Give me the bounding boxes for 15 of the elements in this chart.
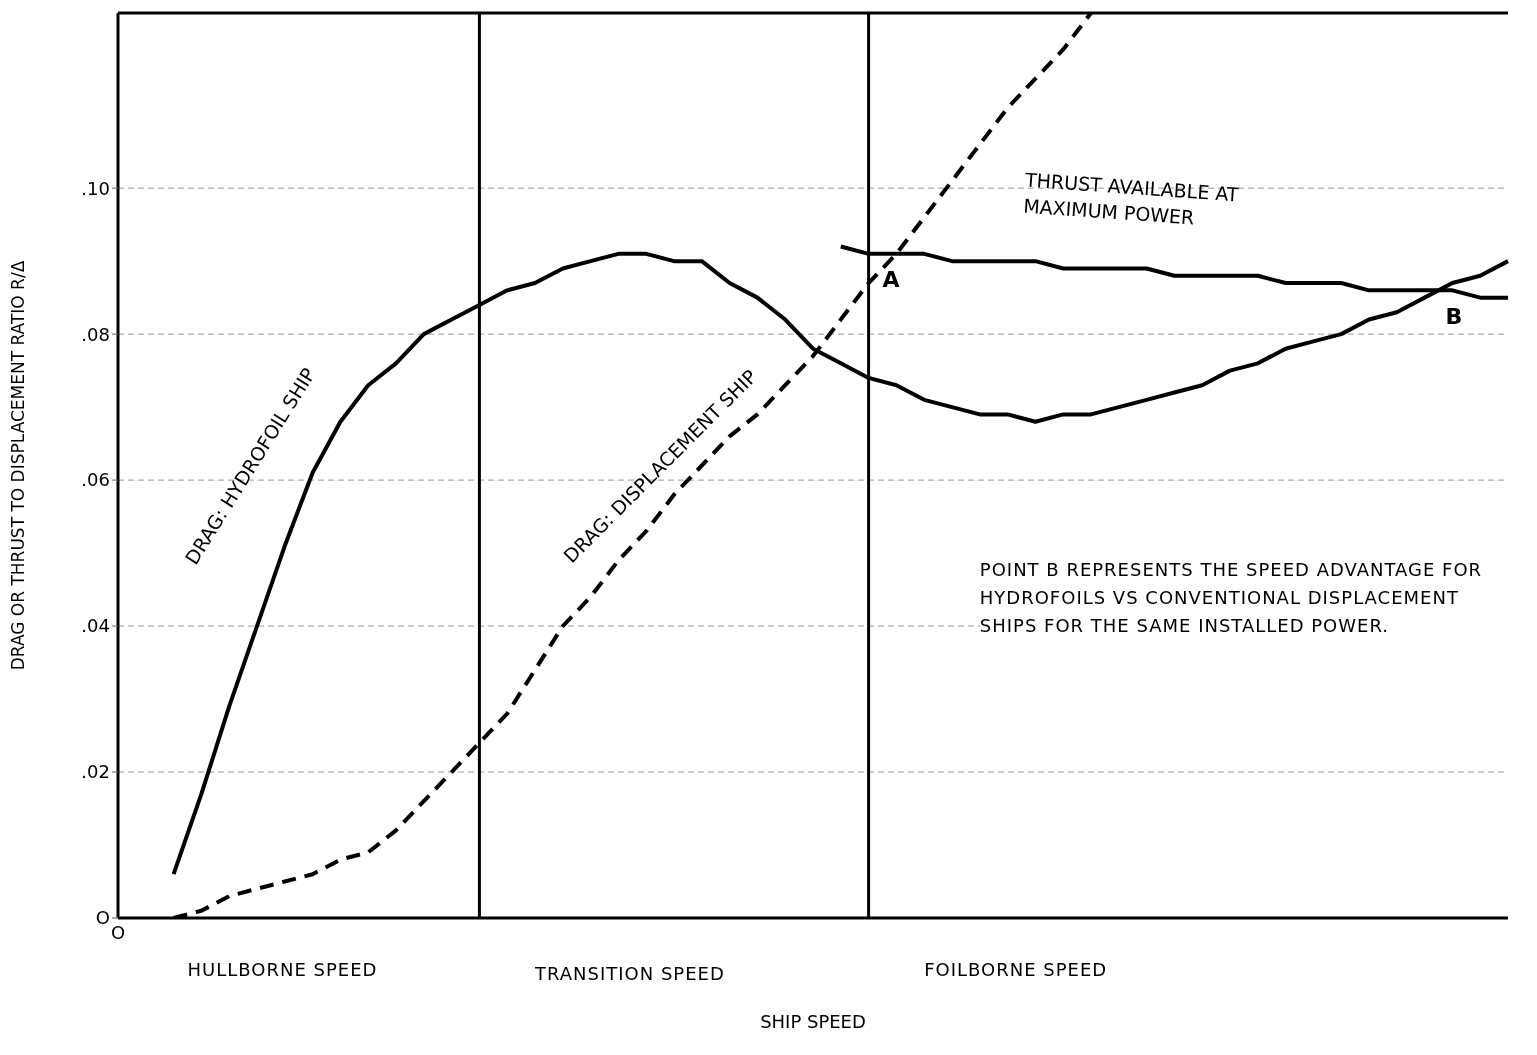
y-tick-label: .10 [81, 177, 110, 199]
annotation: POINT B REPRESENTS THE SPEED ADVANTAGE FOR HYDROFOILS VS CONVENTIONAL DISPLACEMENT SHIPS FOR THE SAME INSTALLED POWER. [979, 556, 1520, 640]
x-axis-title: SHIP SPEED [760, 1011, 866, 1032]
text: HULLBORNE SPEED [187, 958, 379, 982]
annotation: B [1445, 302, 1464, 331]
y-tick-label: .08 [81, 323, 110, 345]
annotation: A [882, 266, 901, 295]
series-label: THRUST AVAILABLE AT MAXIMUM POWER [1022, 167, 1241, 231]
y-tick-label: .04 [81, 615, 110, 637]
y-tick-label: .06 [81, 469, 110, 491]
text: TRANSITION SPEED [535, 962, 726, 986]
y-tick-label: .02 [81, 761, 110, 783]
y-tick-label: O [95, 907, 110, 929]
text: FOILBORNE SPEED [924, 958, 1109, 982]
y-axis-title: DRAG OR THRUST TO DISPLACEMENT RATIO R/Δ [8, 260, 29, 671]
